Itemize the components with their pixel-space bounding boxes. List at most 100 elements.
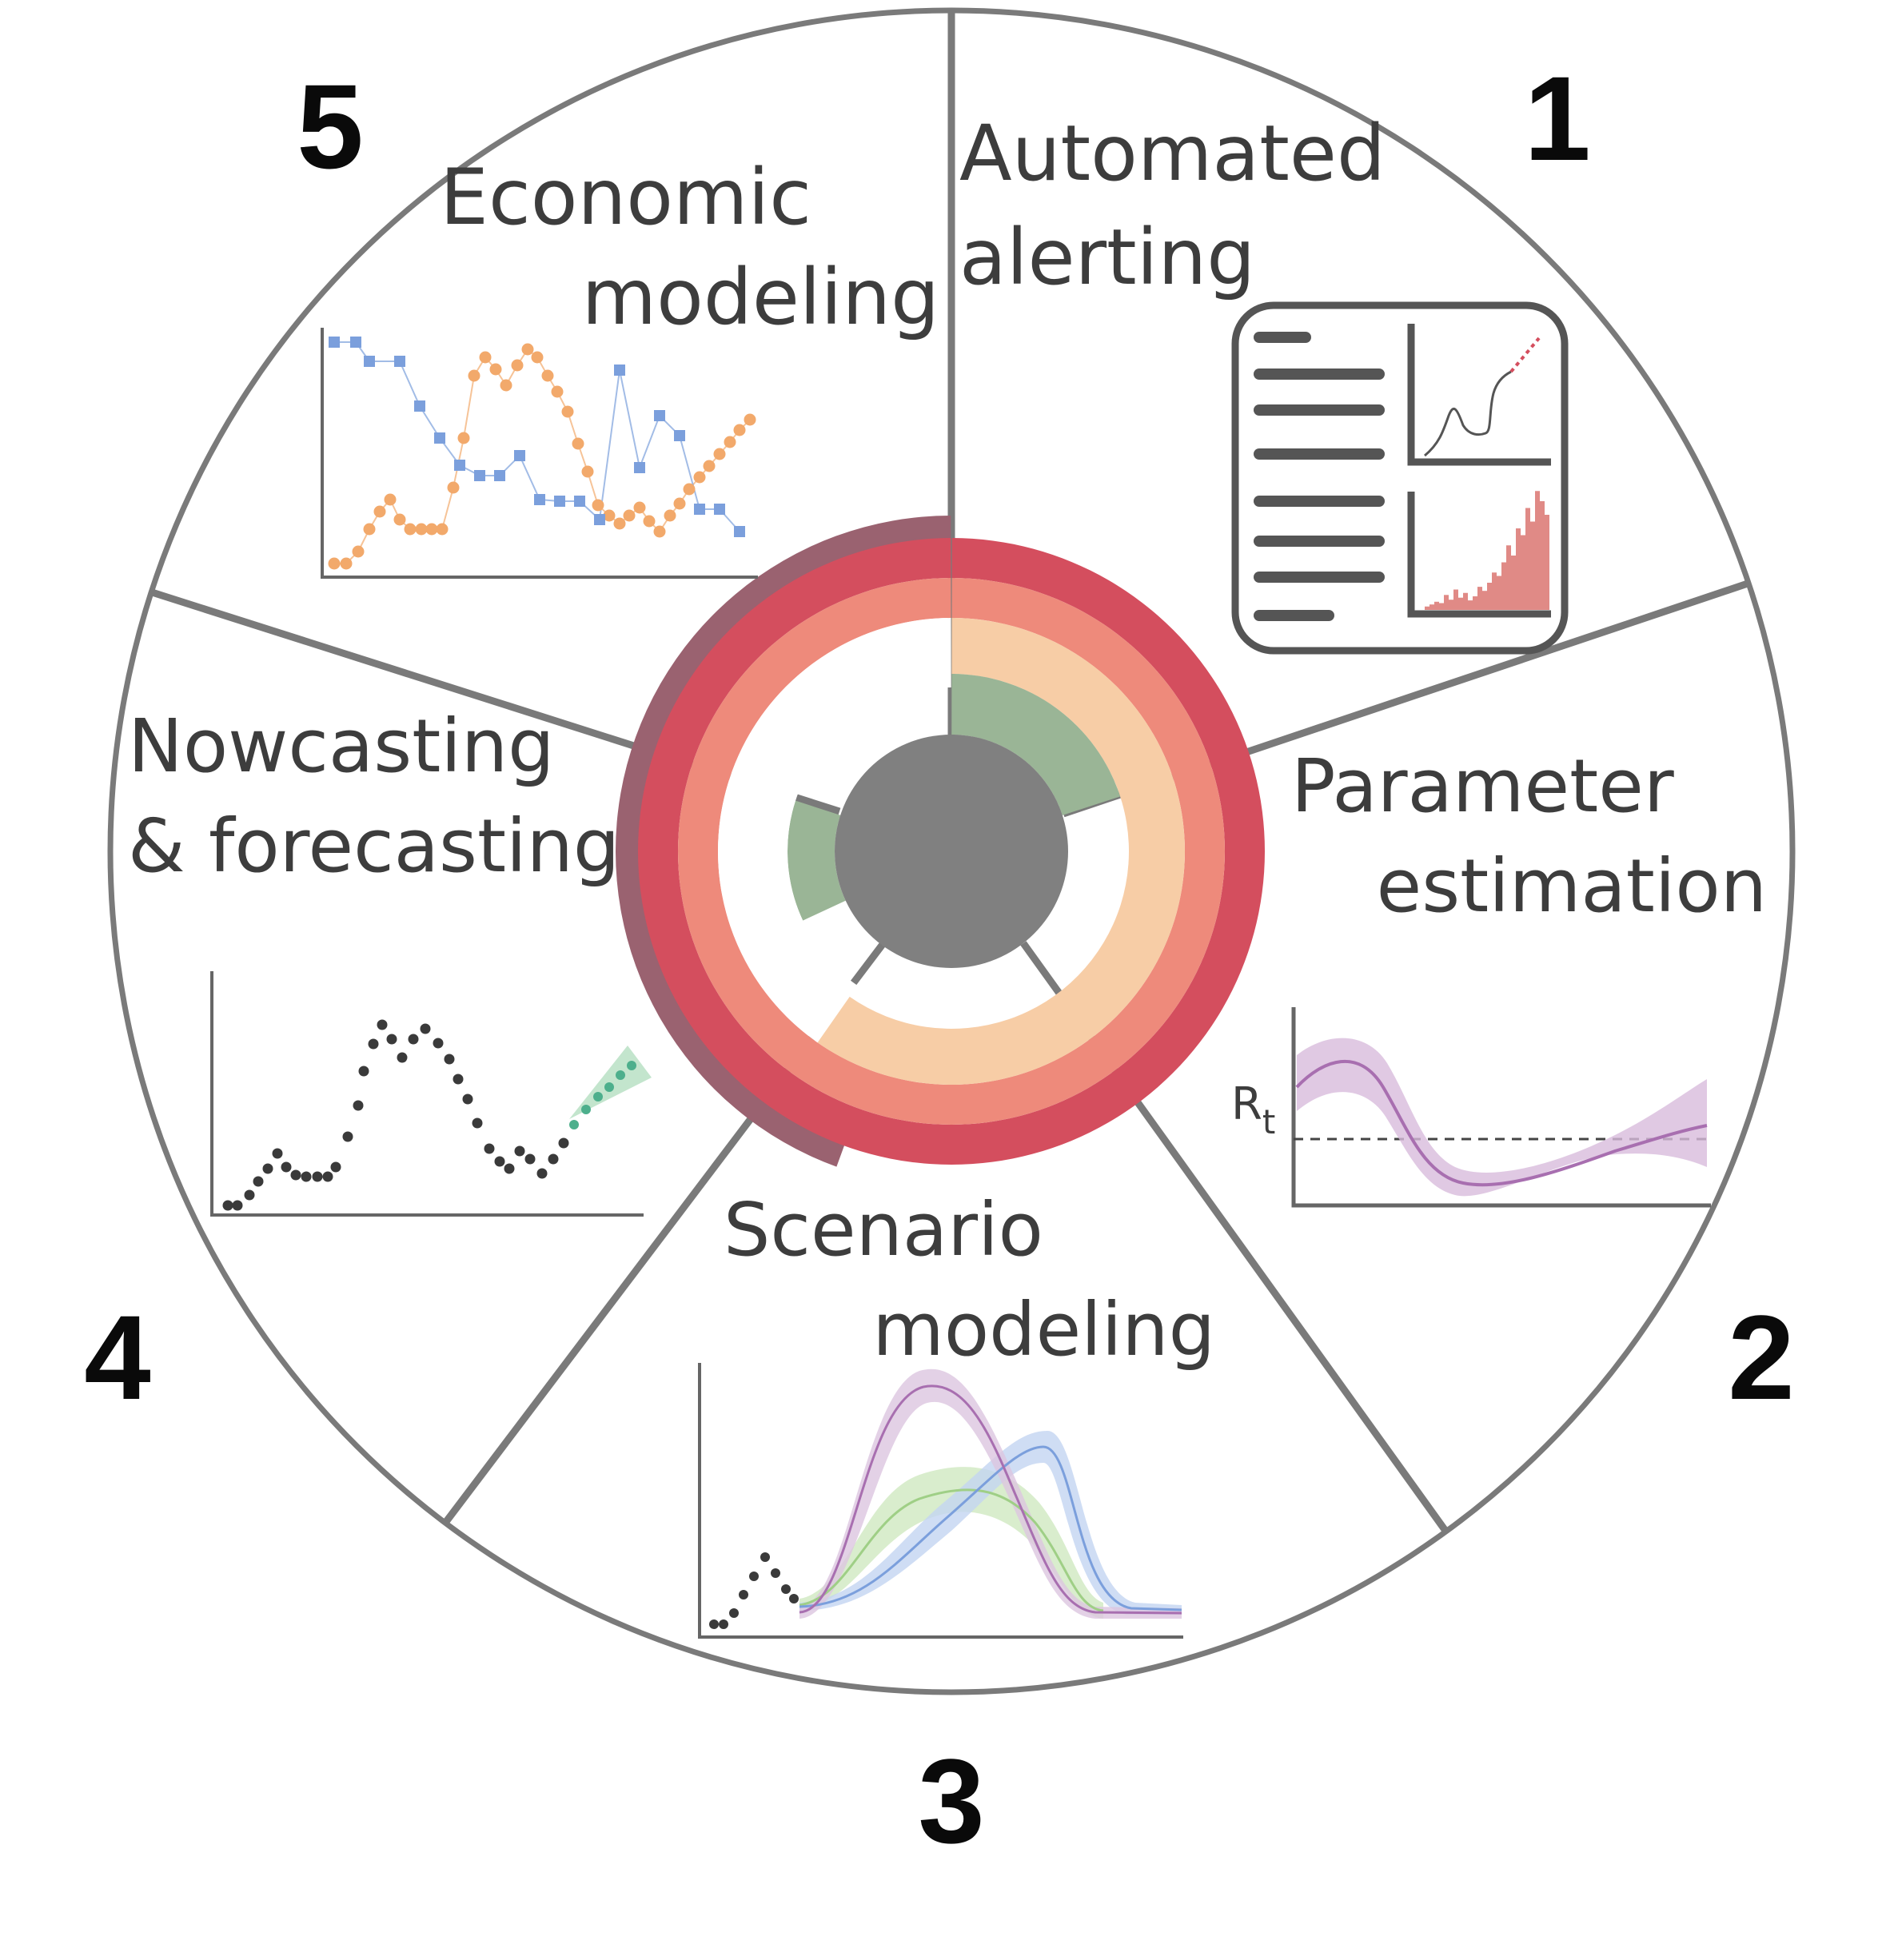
observed-point [719, 1619, 728, 1629]
observed-point [353, 1100, 364, 1111]
orange-point [653, 525, 666, 538]
label-line: modeling [582, 253, 939, 342]
segment-number-4: 4 [84, 1290, 150, 1424]
orange-point [581, 465, 594, 478]
orange-point [436, 523, 449, 536]
histogram-bar [1463, 592, 1468, 610]
observed-point [462, 1094, 473, 1105]
observed-point [453, 1074, 464, 1085]
orange-point [713, 448, 726, 460]
orange-point [724, 436, 736, 448]
orange-point [643, 515, 656, 528]
axes [1407, 492, 1551, 618]
observed-point [494, 1156, 505, 1167]
orange-point [551, 385, 564, 398]
blue-point [350, 337, 361, 348]
histogram-bar [1487, 583, 1492, 610]
histogram-bar [1444, 595, 1449, 610]
blue-point [574, 496, 585, 507]
segment-4-label: Nowcasting & forecasting [128, 703, 620, 889]
orange-point [683, 483, 696, 496]
histogram-bar [1477, 587, 1482, 610]
observed-point [789, 1594, 799, 1603]
observed-point [709, 1619, 719, 1629]
segment-number-1: 1 [1524, 51, 1590, 185]
observed-point [472, 1117, 483, 1129]
histogram-bar [1482, 591, 1487, 610]
observed-point [524, 1153, 536, 1165]
scenario-purple-line [799, 1384, 1182, 1615]
observed-point [301, 1171, 312, 1182]
segment-number-5: 5 [297, 59, 363, 193]
histogram-bar [1425, 606, 1429, 610]
observed-point [244, 1189, 255, 1201]
label-line: Automated [959, 109, 1386, 198]
label-line: Economic [440, 153, 811, 242]
ring-inner-gap [718, 618, 951, 1043]
observed-point [222, 1200, 233, 1211]
orange-point [541, 369, 554, 382]
observed-point [377, 1019, 388, 1030]
histogram-bar [1535, 491, 1540, 610]
blue-point [694, 504, 705, 515]
observed-point [536, 1168, 548, 1179]
histogram-bars [1425, 491, 1549, 610]
orange-point [500, 379, 512, 392]
scenario-green-band [799, 1467, 1103, 1619]
ring-segment-green [788, 800, 846, 921]
alert-trend-chart [1407, 324, 1551, 466]
orange-point [733, 424, 746, 436]
histogram-bar [1434, 601, 1439, 610]
histogram-bar [1525, 508, 1530, 610]
blue-point [414, 400, 425, 412]
orange-point [561, 405, 574, 418]
orange-point [415, 523, 428, 536]
histogram-bar [1521, 535, 1525, 610]
histogram-bar [1511, 556, 1516, 610]
histogram-bar [1458, 597, 1463, 610]
center-hub [835, 735, 1068, 968]
histogram-bar [1506, 545, 1511, 610]
orange-point [468, 369, 480, 382]
histogram-bar [1429, 604, 1434, 610]
segment-2-label: Parameter estimation [1291, 743, 1767, 929]
maturity-rings [616, 516, 1265, 1167]
observed-point [272, 1148, 283, 1159]
label-line: Scenario [724, 1187, 1043, 1273]
observed-point [781, 1584, 791, 1594]
histogram-bar [1439, 603, 1444, 610]
forecast-point [569, 1120, 579, 1129]
blue-point [394, 356, 405, 367]
forecast-points [569, 1061, 636, 1129]
orange-point [744, 413, 756, 426]
orange-point [521, 343, 534, 356]
axes [210, 971, 644, 1217]
observed-point [408, 1034, 419, 1045]
automated-alerting-icon [1231, 301, 1569, 655]
orange-point [352, 545, 365, 558]
orange-point [633, 501, 646, 514]
observed-point [330, 1161, 341, 1173]
rt-estimate-line [1295, 1059, 1708, 1187]
blue-point [494, 470, 505, 481]
observed-point [729, 1608, 739, 1618]
observed-points [222, 1019, 569, 1211]
observed-point [739, 1590, 748, 1599]
orange-point [693, 471, 706, 484]
observed-point [504, 1163, 515, 1174]
trend-line [1424, 370, 1512, 457]
orange-point [425, 523, 438, 536]
label-line: Parameter [1291, 743, 1674, 829]
histogram-bar [1516, 528, 1521, 610]
observed-point [760, 1552, 770, 1562]
orange-point [531, 351, 544, 364]
segment-number-3: 3 [918, 1734, 984, 1868]
blue-point [364, 356, 375, 367]
rt-uncertainty-band [1297, 1038, 1707, 1197]
blue-point [734, 526, 745, 537]
observed-point [232, 1200, 243, 1211]
axes [1291, 1007, 1711, 1208]
blue-point [434, 432, 445, 444]
histogram-bar [1501, 562, 1506, 610]
observed-point [253, 1176, 264, 1187]
